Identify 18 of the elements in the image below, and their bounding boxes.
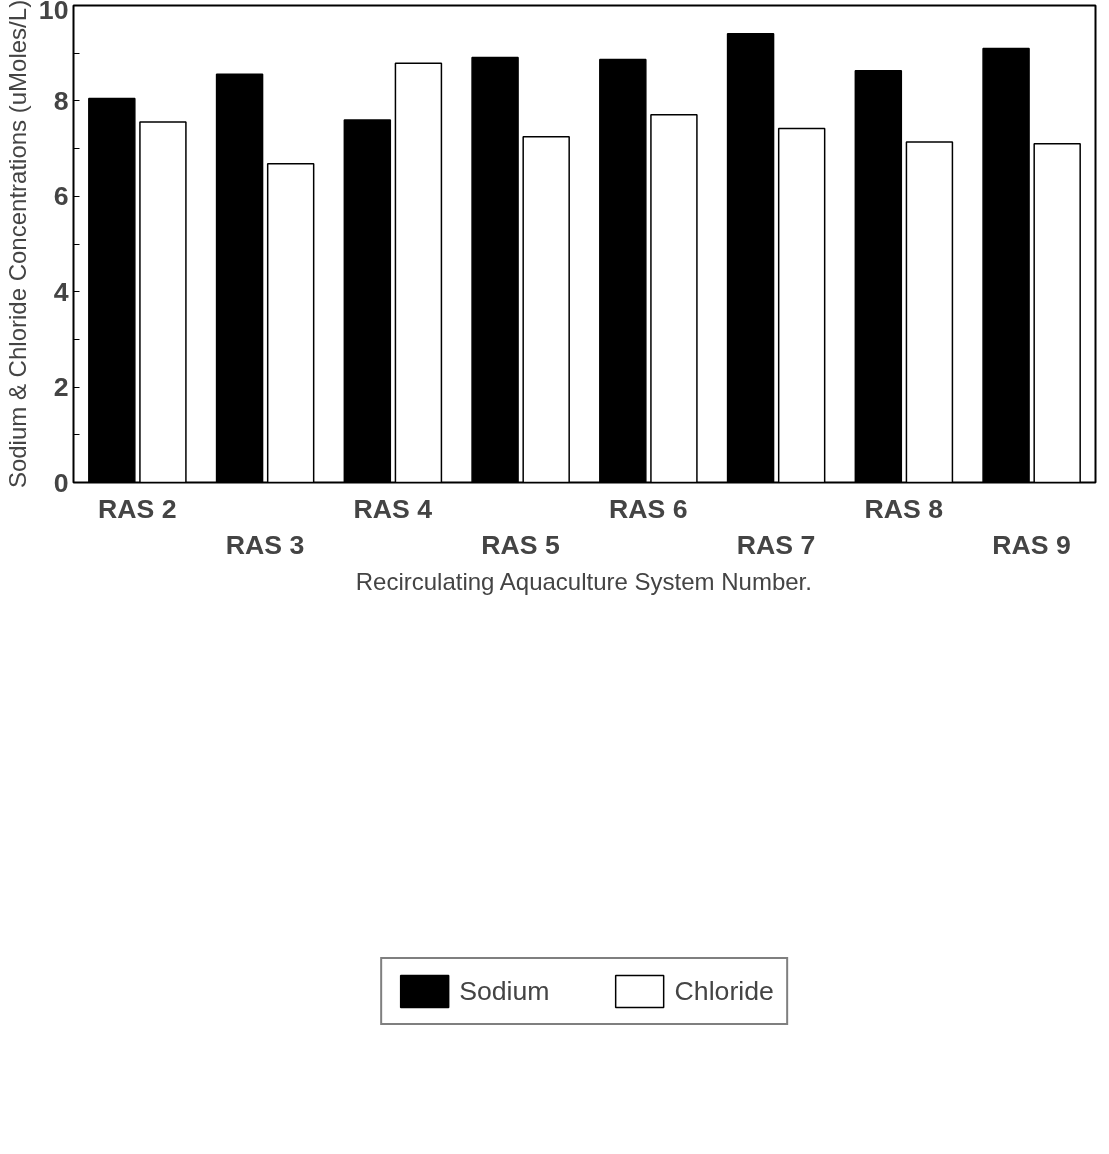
y-tick-label: 8	[53, 85, 69, 116]
x-axis-title: Recirculating Aquaculture System Number.	[355, 567, 812, 595]
x-tick-label: RAS 4	[353, 493, 433, 524]
y-tick-label: 0	[53, 467, 69, 498]
legend-label: Chloride	[674, 975, 774, 1007]
x-tick-label: RAS 5	[481, 529, 561, 560]
y-tick-label: 4	[53, 276, 69, 307]
x-tick-label: RAS 3	[225, 529, 305, 560]
x-tick-label: RAS 9	[992, 529, 1071, 560]
y-tick-label: 2	[53, 372, 69, 403]
x-tick-label: RAS 8	[864, 493, 944, 524]
x-tick-label: RAS 6	[609, 493, 688, 524]
y-axis-title: Sodium & Chloride Concentrations (uMoles/L)	[3, 0, 31, 489]
y-tick-label: 6	[53, 181, 69, 212]
y-tick-label: 10	[38, 0, 69, 25]
legend-label: Sodium	[459, 975, 550, 1007]
x-tick-label: RAS 7	[736, 529, 816, 560]
x-tick-label: RAS 2	[98, 493, 177, 524]
